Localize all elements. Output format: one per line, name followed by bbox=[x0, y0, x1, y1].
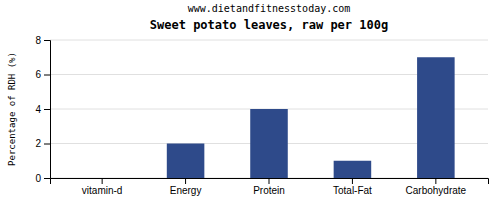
x-tick: vitamin-d bbox=[82, 178, 123, 196]
y-axis-title: Percentage of RDH (%) bbox=[7, 52, 17, 166]
y-tick-label: 4 bbox=[35, 104, 41, 115]
x-tick-label: Energy bbox=[170, 185, 202, 196]
x-tick-mark bbox=[352, 178, 353, 184]
y-tick-mark bbox=[44, 40, 50, 41]
grid-line bbox=[50, 40, 488, 41]
y-tick-mark bbox=[44, 109, 50, 110]
y-tick-label: 8 bbox=[35, 35, 41, 46]
y-axis: 0 2 4 6 8 bbox=[35, 35, 50, 184]
x-axis-line bbox=[51, 179, 489, 185]
y-tick-mark bbox=[44, 75, 50, 76]
bars bbox=[167, 57, 455, 178]
x-tick-label: vitamin-d bbox=[82, 185, 123, 196]
bar bbox=[83, 178, 121, 179]
bar bbox=[167, 144, 205, 179]
x-tick: Energy bbox=[170, 178, 202, 196]
chart: 0 2 4 6 8 vitamin-d Energy Protein Total-Fat Carb… bbox=[0, 0, 500, 200]
y-axis-line bbox=[44, 41, 51, 179]
title: Sweet potato leaves, raw per 100g bbox=[150, 18, 388, 32]
x-tick-label: Total-Fat bbox=[333, 185, 372, 196]
x-tick: Protein bbox=[253, 178, 285, 196]
x-tick-label: Carbohydrate bbox=[406, 185, 467, 196]
grid bbox=[50, 40, 488, 178]
x-tick-mark bbox=[185, 178, 186, 184]
y-tick-label: 0 bbox=[35, 173, 41, 184]
x-tick: Carbohydrate bbox=[406, 178, 467, 196]
bar bbox=[334, 161, 372, 178]
y-tick-label: 2 bbox=[35, 138, 41, 149]
subtitle: www.dietandfitnesstoday.com bbox=[188, 3, 351, 14]
bar bbox=[250, 109, 288, 178]
bar bbox=[417, 57, 455, 178]
x-tick-label: Protein bbox=[253, 185, 285, 196]
y-tick: 8 bbox=[35, 35, 50, 46]
y-tick-mark bbox=[44, 178, 50, 179]
y-tick: 6 bbox=[35, 69, 50, 80]
x-tick-mark bbox=[102, 178, 103, 184]
x-tick-mark bbox=[269, 178, 270, 184]
y-tick-label: 6 bbox=[35, 69, 41, 80]
x-axis: vitamin-d Energy Protein Total-Fat Carbohydr… bbox=[51, 178, 489, 196]
y-tick: 0 bbox=[35, 173, 50, 184]
x-tick: Total-Fat bbox=[333, 178, 372, 196]
y-tick: 2 bbox=[35, 138, 50, 149]
y-tick-mark bbox=[44, 144, 50, 145]
y-tick: 4 bbox=[35, 104, 50, 115]
plot-area: 0 2 4 6 8 vitamin-d Energy Protein Total-Fat Carb… bbox=[35, 35, 488, 196]
x-tick-mark bbox=[435, 178, 436, 184]
